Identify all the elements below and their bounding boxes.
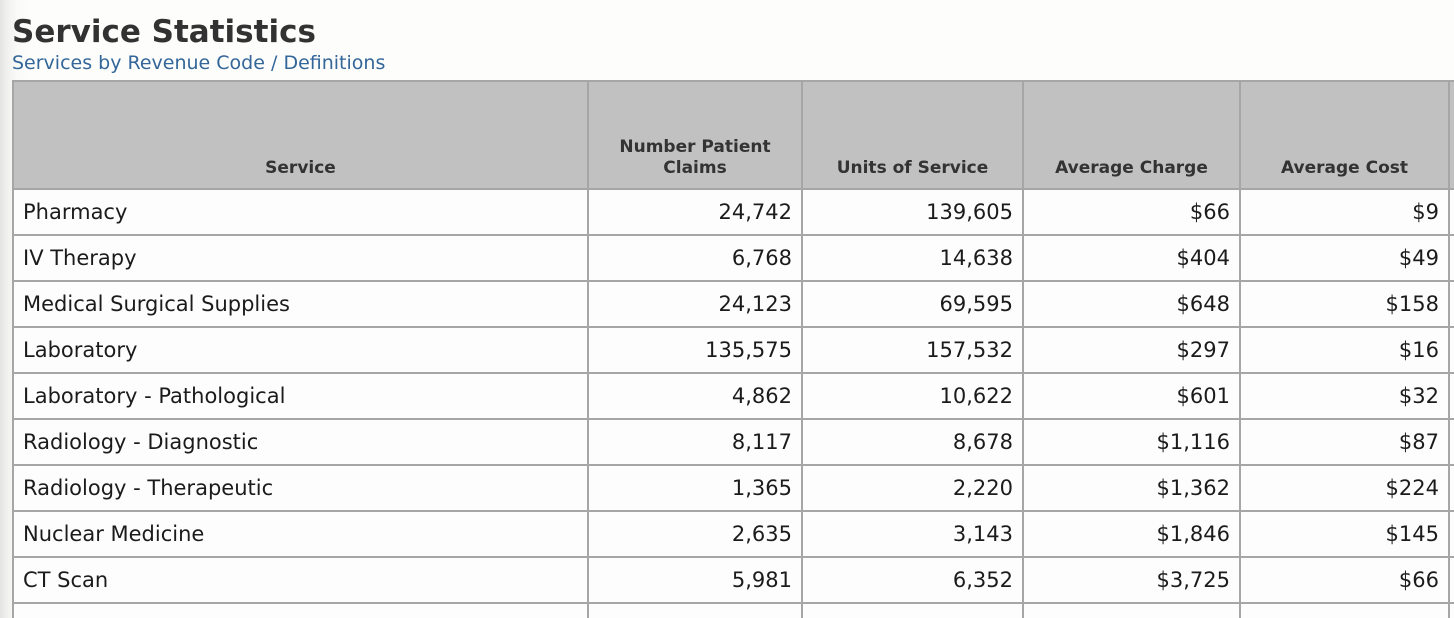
cutoff-row-cell xyxy=(1022,602,1241,618)
cutoff-column-cell xyxy=(1448,464,1454,513)
service-name-cell: Laboratory - Pathological xyxy=(12,372,589,421)
value-cell: 5,981 xyxy=(587,556,803,605)
breadcrumb: Services by Revenue Code / Definitions xyxy=(12,52,1454,75)
cutoff-column-cell xyxy=(1448,188,1454,237)
column-header-average-charge: Average Charge xyxy=(1022,80,1241,191)
value-cell: 24,123 xyxy=(587,280,803,329)
column-header-average-cost: Average Cost xyxy=(1239,80,1450,191)
table-row: Medical Surgical Supplies 24,123 69,595 $64… xyxy=(12,280,1454,329)
column-header-number-patient-claims: Number Patient Claims xyxy=(587,80,803,191)
page-title: Service Statistics xyxy=(12,14,316,50)
table-row: Laboratory - Pathological 4,862 10,622 $601… xyxy=(12,372,1454,421)
column-header-label: Number Patient Claims xyxy=(619,136,771,178)
cutoff-row-cell xyxy=(12,602,589,618)
link-services-by-revenue-code[interactable]: Services by Revenue Code xyxy=(12,52,265,75)
cutoff-row-cell xyxy=(587,602,803,618)
service-name-cell: CT Scan xyxy=(12,556,589,605)
value-cell: 10,622 xyxy=(801,372,1024,421)
column-header-label: Service xyxy=(265,157,336,178)
value-cell: $158 xyxy=(1239,280,1450,329)
column-header-units-of-service: Units of Service xyxy=(801,80,1024,191)
value-cell: 2,635 xyxy=(587,510,803,559)
cutoff-row-cell xyxy=(801,602,1024,618)
cutoff-row-cell xyxy=(1239,602,1450,618)
table-row: Radiology - Diagnostic 8,117 8,678 $1,116 $8… xyxy=(12,418,1454,467)
column-header-label: Average Cost xyxy=(1280,157,1409,178)
value-cell: $66 xyxy=(1022,188,1241,237)
cutoff-row-cell xyxy=(1448,602,1454,618)
value-cell: $601 xyxy=(1022,372,1241,421)
service-name-cell: Radiology - Therapeutic xyxy=(12,464,589,513)
column-header-cutoff xyxy=(1448,80,1454,191)
service-name-cell: Nuclear Medicine xyxy=(12,510,589,559)
service-name-cell: Laboratory xyxy=(12,326,589,375)
table-row-cutoff xyxy=(12,602,1454,618)
service-name-cell: Pharmacy xyxy=(12,188,589,237)
value-cell: $9 xyxy=(1239,188,1450,237)
value-cell: 14,638 xyxy=(801,234,1024,283)
value-cell: $224 xyxy=(1239,464,1450,513)
value-cell: 135,575 xyxy=(587,326,803,375)
value-cell: 69,595 xyxy=(801,280,1024,329)
table-row: Laboratory 135,575 157,532 $297 $16 xyxy=(12,326,1454,375)
cutoff-column-cell xyxy=(1448,280,1454,329)
value-cell: 139,605 xyxy=(801,188,1024,237)
service-statistics-table: Service Number Patient Claims Units of Ser… xyxy=(12,80,1454,618)
value-cell: $404 xyxy=(1022,234,1241,283)
table-row: IV Therapy 6,768 14,638 $404 $49 xyxy=(12,234,1454,283)
value-cell: $16 xyxy=(1239,326,1450,375)
cutoff-column-cell xyxy=(1448,234,1454,283)
value-cell: 2,220 xyxy=(801,464,1024,513)
service-name-cell: Radiology - Diagnostic xyxy=(12,418,589,467)
value-cell: 3,143 xyxy=(801,510,1024,559)
value-cell: $66 xyxy=(1239,556,1450,605)
value-cell: $145 xyxy=(1239,510,1450,559)
table-row: Pharmacy 24,742 139,605 $66 $9 xyxy=(12,188,1454,237)
value-cell: $49 xyxy=(1239,234,1450,283)
value-cell: 8,117 xyxy=(587,418,803,467)
value-cell: $32 xyxy=(1239,372,1450,421)
value-cell: 24,742 xyxy=(587,188,803,237)
column-header-service: Service xyxy=(12,80,589,191)
value-cell: 6,352 xyxy=(801,556,1024,605)
cutoff-column-cell xyxy=(1448,556,1454,605)
value-cell: $1,846 xyxy=(1022,510,1241,559)
value-cell: 8,678 xyxy=(801,418,1024,467)
value-cell: 157,532 xyxy=(801,326,1024,375)
service-name-cell: IV Therapy xyxy=(12,234,589,283)
table-row: Radiology - Therapeutic 1,365 2,220 $1,362 $… xyxy=(12,464,1454,513)
link-definitions[interactable]: Definitions xyxy=(283,52,386,75)
column-header-label: Units of Service xyxy=(836,157,989,178)
value-cell: $3,725 xyxy=(1022,556,1241,605)
table-header-row: Service Number Patient Claims Units of Ser… xyxy=(12,80,1454,191)
value-cell: $648 xyxy=(1022,280,1241,329)
value-cell: 4,862 xyxy=(587,372,803,421)
table-row: CT Scan 5,981 6,352 $3,725 $66 xyxy=(12,556,1454,605)
column-header-label: Average Charge xyxy=(1055,157,1208,178)
cutoff-column-cell xyxy=(1448,372,1454,421)
link-separator: / xyxy=(270,52,278,75)
table-row: Nuclear Medicine 2,635 3,143 $1,846 $145 xyxy=(12,510,1454,559)
value-cell: $1,116 xyxy=(1022,418,1241,467)
value-cell: 6,768 xyxy=(587,234,803,283)
cutoff-column-cell xyxy=(1448,418,1454,467)
cutoff-column-cell xyxy=(1448,510,1454,559)
service-name-cell: Medical Surgical Supplies xyxy=(12,280,589,329)
value-cell: 1,365 xyxy=(587,464,803,513)
value-cell: $297 xyxy=(1022,326,1241,375)
value-cell: $1,362 xyxy=(1022,464,1241,513)
cutoff-column-cell xyxy=(1448,326,1454,375)
table-body: Pharmacy 24,742 139,605 $66 $9 IV Therapy 6,76… xyxy=(12,188,1454,618)
value-cell: $87 xyxy=(1239,418,1450,467)
